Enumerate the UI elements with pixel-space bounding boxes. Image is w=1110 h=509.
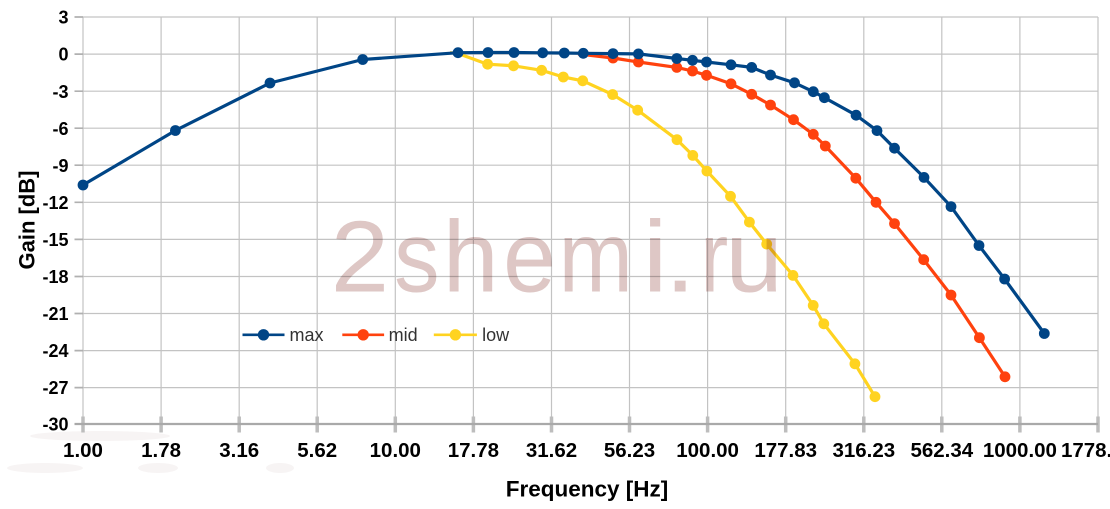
svg-text:31.62: 31.62 <box>526 439 577 462</box>
svg-text:10.00: 10.00 <box>370 439 421 462</box>
svg-text:Gain [dB]: Gain [dB] <box>14 171 39 270</box>
svg-text:r: r <box>700 200 728 313</box>
svg-text:-3: -3 <box>52 82 68 102</box>
svg-text:-18: -18 <box>42 267 68 287</box>
svg-text:-30: -30 <box>42 415 68 435</box>
svg-text:Frequency [Hz]: Frequency [Hz] <box>506 477 669 502</box>
svg-text:562.34: 562.34 <box>910 439 973 462</box>
svg-text:h: h <box>443 201 499 314</box>
svg-text:3.16: 3.16 <box>219 439 259 462</box>
svg-text:.: . <box>664 199 696 313</box>
svg-text:u: u <box>725 199 782 313</box>
svg-text:17.78: 17.78 <box>448 439 499 462</box>
svg-text:0: 0 <box>58 45 68 65</box>
svg-text:-9: -9 <box>52 156 68 176</box>
svg-text:177.83: 177.83 <box>754 439 817 462</box>
svg-text:5.62: 5.62 <box>297 439 337 462</box>
svg-text:3: 3 <box>58 8 68 28</box>
svg-text:-12: -12 <box>42 193 68 213</box>
svg-text:56.23: 56.23 <box>604 439 655 462</box>
svg-text:max: max <box>290 325 324 345</box>
svg-text:-6: -6 <box>52 119 68 139</box>
svg-text:1778.28: 1778.28 <box>1061 439 1110 462</box>
svg-text:100.00: 100.00 <box>676 439 739 462</box>
svg-text:316.23: 316.23 <box>832 439 895 462</box>
svg-text:-15: -15 <box>42 230 68 250</box>
svg-text:-21: -21 <box>42 304 68 324</box>
svg-text:1000.00: 1000.00 <box>983 439 1057 462</box>
svg-text:i: i <box>642 200 668 313</box>
svg-text:mid: mid <box>389 325 418 345</box>
svg-text:low: low <box>482 325 510 345</box>
svg-text:e: e <box>503 200 556 313</box>
svg-text:1.00: 1.00 <box>63 439 103 462</box>
svg-text:s: s <box>394 201 439 314</box>
svg-text:m: m <box>559 201 633 314</box>
svg-text:1.78: 1.78 <box>141 439 181 462</box>
svg-text:-24: -24 <box>42 341 68 361</box>
svg-text:2: 2 <box>331 200 389 313</box>
svg-text:-27: -27 <box>42 378 68 398</box>
